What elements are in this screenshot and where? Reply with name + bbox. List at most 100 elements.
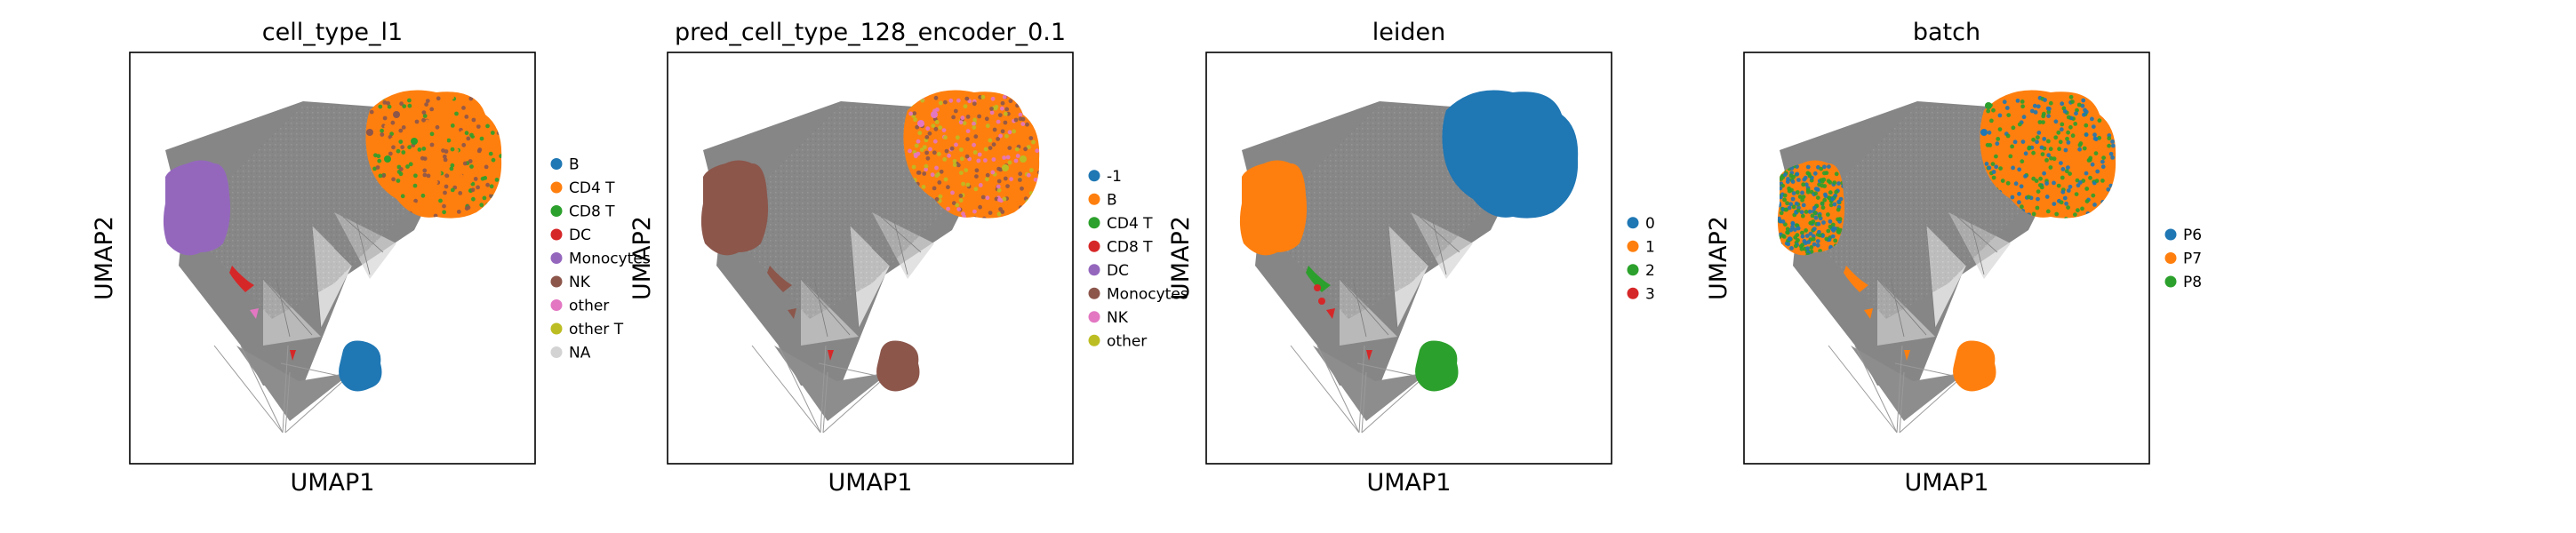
legend-label: 2 — [1645, 262, 1655, 280]
legend: 0 1 2 3 — [1627, 215, 1655, 303]
y-axis-label: UMAP2 — [91, 216, 118, 300]
cluster-Monocytes — [876, 340, 920, 392]
panel-title: cell_type_l1 — [262, 19, 403, 46]
plot-frame — [129, 52, 536, 465]
cluster-B — [339, 340, 382, 392]
scatter-plot — [129, 52, 536, 465]
y-axis-label: UMAP2 — [1705, 216, 1732, 300]
legend-label: CD4 T — [1107, 215, 1153, 233]
cluster-2 — [1415, 340, 1459, 392]
legend-marker — [2164, 275, 2177, 288]
cluster-P7 — [1844, 266, 1868, 292]
x-axis-label: UMAP1 — [1905, 469, 1989, 497]
point — [1318, 298, 1325, 305]
cluster-0 — [1442, 90, 1579, 219]
legend-marker — [2164, 252, 2177, 264]
panel-3: leiden UMAP1 UMAP2 0 1 2 3 — [1167, 19, 1655, 497]
legend-marker — [1088, 240, 1100, 252]
point — [1985, 102, 1992, 109]
point — [1980, 129, 1988, 136]
point — [931, 111, 938, 118]
panel-4: batch UMAP1 UMAP2 P6 P7 P8 — [1705, 19, 2202, 497]
legend: P6 P7 P8 — [2164, 227, 2202, 291]
point — [393, 111, 400, 118]
cluster-DC — [229, 266, 254, 292]
y-axis-label: UMAP2 — [628, 216, 656, 300]
legend-label: 3 — [1645, 285, 1655, 303]
legend-marker — [550, 275, 563, 288]
cluster-2 — [1306, 266, 1331, 292]
plot-frame — [1743, 52, 2150, 465]
legend-label: P6 — [2183, 227, 2202, 244]
legend-marker — [1088, 217, 1100, 229]
legend-marker — [1627, 287, 1639, 299]
point — [1002, 164, 1009, 171]
legend-label: B — [569, 156, 580, 174]
legend-label: CD8 T — [1107, 238, 1153, 256]
legend: -1 B CD4 T CD8 T DC Monocytes NK other — [1088, 168, 1188, 350]
legend-label: 1 — [1645, 238, 1655, 256]
legend-label: other — [1107, 332, 1147, 350]
cluster-3 — [1366, 350, 1372, 361]
point — [366, 129, 373, 136]
legend-label: DC — [1107, 262, 1129, 280]
x-axis-label: UMAP1 — [291, 469, 375, 497]
legend-label: NA — [569, 345, 591, 362]
legend-label: Monocytes — [1107, 285, 1188, 303]
legend-label: 0 — [1645, 215, 1655, 233]
legend-label: other — [569, 298, 609, 315]
panels: cell_type_l1 UMAP1 UMAP2 B CD4 T CD8 T DC Monoc… — [91, 19, 2202, 497]
cluster-Monocytes — [163, 160, 231, 256]
legend-marker — [550, 158, 563, 170]
cluster-Monocytes — [700, 160, 769, 256]
x-axis-label: UMAP1 — [1367, 469, 1452, 497]
scatter-plot — [1205, 52, 1612, 465]
legend: B CD4 T CD8 T DC Monocytes NK other other T NA — [550, 156, 651, 362]
point — [411, 138, 418, 145]
cluster-1 — [1239, 160, 1308, 256]
legend-label: CD8 T — [569, 203, 615, 221]
cluster-DC — [290, 350, 296, 361]
panel-title: leiden — [1372, 19, 1445, 46]
x-axis-label: UMAP1 — [828, 469, 913, 497]
legend-label: P8 — [2183, 274, 2202, 291]
cluster-P7 — [1953, 340, 1996, 392]
legend-label: other T — [569, 321, 624, 338]
cluster-other — [250, 308, 259, 319]
legend-marker — [550, 346, 563, 358]
legend-label: NK — [569, 274, 591, 291]
scatter-plot — [1743, 52, 2150, 465]
legend-marker — [2164, 228, 2177, 241]
point — [442, 164, 449, 171]
cluster-Monocytes — [767, 266, 792, 292]
legend-marker — [1088, 334, 1100, 346]
cluster-P7 — [1864, 308, 1873, 319]
panel-title: pred_cell_type_128_encoder_0.1 — [675, 19, 1066, 46]
legend-marker — [1088, 170, 1100, 182]
legend-marker — [1088, 287, 1100, 299]
cluster-CD4 T — [365, 90, 502, 219]
cluster-CD8 T — [828, 350, 834, 361]
cluster-P7 — [1904, 350, 1910, 361]
legend-label: P7 — [2183, 251, 2202, 268]
legend-marker — [550, 299, 563, 311]
legend-marker — [1627, 264, 1639, 276]
plot-frame — [667, 52, 1074, 465]
plot-frame — [1205, 52, 1612, 465]
panel-title: batch — [1913, 19, 1980, 46]
legend-marker — [1627, 217, 1639, 229]
legend-label: -1 — [1107, 168, 1122, 186]
point — [1020, 155, 1027, 163]
legend-label: Monocytes — [569, 251, 651, 268]
legend-marker — [550, 252, 563, 264]
legend-label: NK — [1107, 309, 1129, 327]
panel-2: pred_cell_type_128_encoder_0.1 UMAP1 UMAP2… — [628, 19, 1188, 497]
point — [384, 155, 391, 163]
panel-1: cell_type_l1 UMAP1 UMAP2 B CD4 T CD8 T DC Monoc… — [91, 19, 651, 497]
y-axis-label: UMAP2 — [1167, 216, 1195, 300]
legend-marker — [1088, 264, 1100, 276]
legend-marker — [550, 181, 563, 194]
legend-marker — [1088, 193, 1100, 205]
legend-label: DC — [569, 227, 591, 244]
